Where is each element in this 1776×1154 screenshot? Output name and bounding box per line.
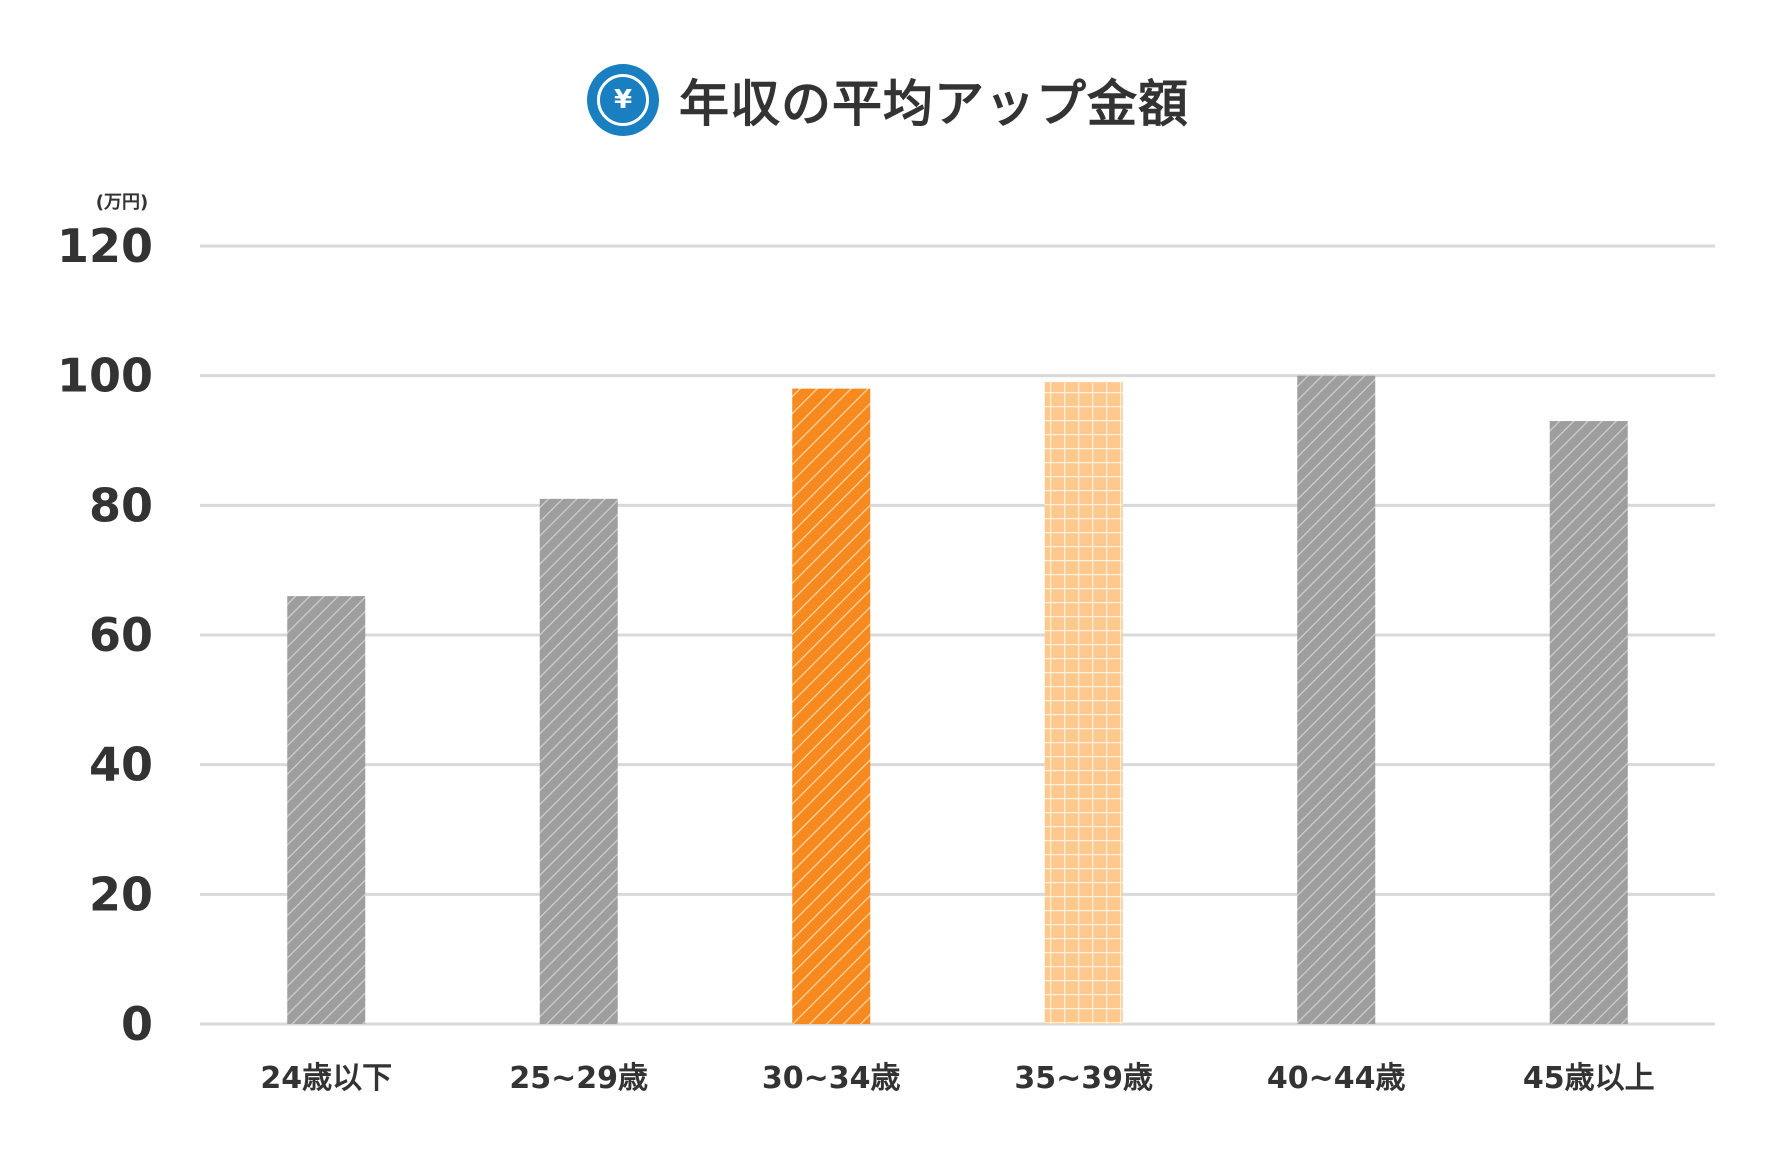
x-category-label: 30~34歳 <box>762 1061 901 1096</box>
y-tick-label: 100 <box>57 349 153 403</box>
yen-coin-icon: ¥ <box>587 64 659 136</box>
bar-2 <box>539 498 618 1025</box>
chart-header: ¥ 年収の平均アップ金額 <box>0 60 1776 140</box>
y-unit-label: (万円) <box>96 192 148 213</box>
x-category-label: 45歳以上 <box>1523 1061 1655 1096</box>
x-category-label: 24歳以下 <box>260 1061 392 1096</box>
y-tick-label: 20 <box>89 867 153 921</box>
y-tick-label: 40 <box>89 738 153 792</box>
grid-lines <box>200 244 1715 1026</box>
y-tick-label: 0 <box>121 997 153 1051</box>
y-tick-label: 60 <box>89 608 153 662</box>
x-category-label: 25~29歳 <box>509 1061 648 1096</box>
bar-3 <box>792 388 871 1025</box>
bar-4 <box>1044 382 1123 1024</box>
bars <box>287 375 1628 1025</box>
bar-1 <box>287 596 366 1024</box>
chart-title: 年収の平均アップ金額 <box>679 75 1189 133</box>
bar-6 <box>1549 421 1628 1024</box>
yen-glyph: ¥ <box>597 74 649 126</box>
x-axis-labels: 24歳以下 25~29歳 30~34歳 35~39歳 40~44歳 45歳以上 <box>260 1061 1654 1096</box>
bar-5 <box>1297 375 1376 1025</box>
y-tick-label: 80 <box>89 478 153 532</box>
y-axis-ticks: 0 20 40 60 80 100 120 <box>57 219 153 1051</box>
x-category-label: 40~44歳 <box>1267 1061 1406 1096</box>
x-category-label: 35~39歳 <box>1014 1061 1153 1096</box>
y-tick-label: 120 <box>57 219 153 273</box>
